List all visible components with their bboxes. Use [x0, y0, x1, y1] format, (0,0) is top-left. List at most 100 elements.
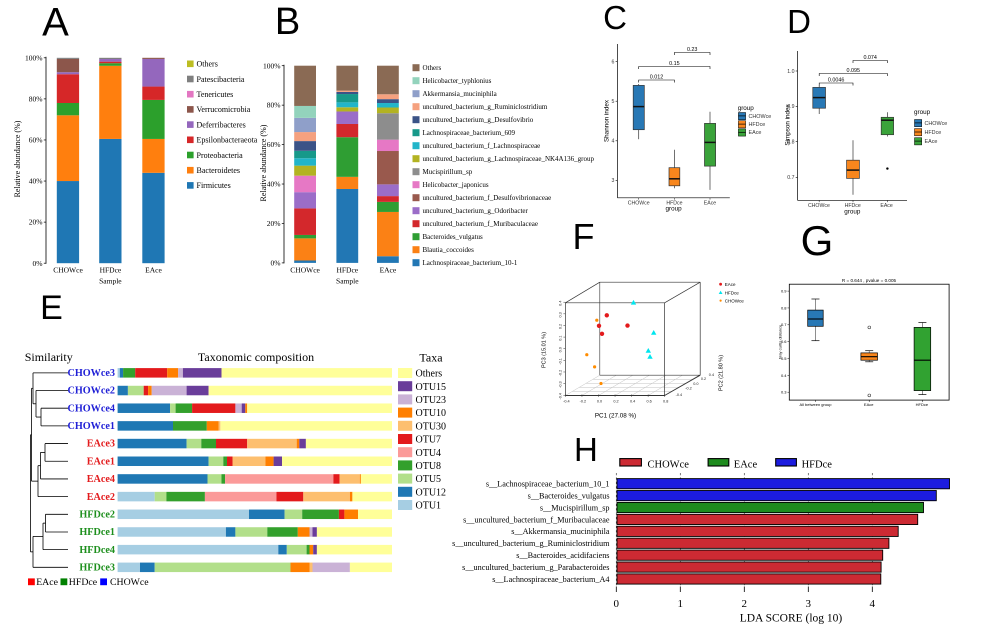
svg-text:CHOWce4: CHOWce4 [67, 403, 115, 414]
svg-text:s__Mucispirillum_sp: s__Mucispirillum_sp [540, 503, 610, 512]
svg-text:Relative abundance (%): Relative abundance (%) [259, 124, 268, 201]
svg-text:Proteobacteria: Proteobacteria [197, 151, 244, 160]
svg-text:0%: 0% [271, 259, 281, 268]
svg-text:EAce4: EAce4 [87, 474, 115, 485]
svg-text:Taxonomic composition: Taxonomic composition [198, 350, 314, 364]
svg-text:60%: 60% [267, 140, 281, 149]
svg-text:PC1 (27.08 %): PC1 (27.08 %) [595, 413, 636, 420]
svg-text:HFDce: HFDce [666, 200, 682, 206]
svg-text:Bacteroides_vulgatus: Bacteroides_vulgatus [423, 233, 484, 241]
svg-text:CHOWce: CHOWce [725, 299, 744, 304]
svg-text:5: 5 [612, 99, 615, 105]
svg-text:uncultured_bacterium_g_Desulfo: uncultured_bacterium_g_Desulfovibrio [423, 116, 534, 124]
svg-text:bray curtis distance: bray curtis distance [778, 324, 783, 359]
svg-text:group: group [844, 209, 861, 216]
svg-text:uncultured_bacterium_f_Desulfo: uncultured_bacterium_f_Desulfovibrionace… [423, 194, 552, 202]
svg-text:OTU7: OTU7 [416, 435, 442, 446]
svg-text:0.1: 0.1 [558, 335, 562, 340]
svg-text:Relative abundance (%): Relative abundance (%) [13, 120, 22, 197]
svg-text:HFDce: HFDce [749, 122, 766, 128]
svg-text:OTU15: OTU15 [416, 382, 447, 393]
svg-text:Sample: Sample [99, 277, 122, 286]
svg-text:0.2: 0.2 [701, 377, 706, 381]
svg-text:uncultured_bacterium_g_Lachnos: uncultured_bacterium_g_Lachnospiraceae_N… [423, 155, 595, 163]
svg-text:-0.4: -0.4 [676, 393, 683, 397]
svg-text:-0.2: -0.2 [580, 399, 587, 403]
svg-text:4: 4 [870, 598, 876, 610]
svg-text:Akkermansia_muciniphila: Akkermansia_muciniphila [423, 90, 498, 98]
svg-text:CHOWce: CHOWce [749, 114, 772, 120]
svg-text:EAce3: EAce3 [87, 439, 115, 450]
svg-text:EAce: EAce [749, 130, 762, 136]
svg-text:HFDce: HFDce [802, 459, 833, 470]
svg-text:0: 0 [614, 598, 620, 610]
svg-text:Deferribacteres: Deferribacteres [197, 120, 246, 129]
svg-text:uncultured_bacterium_g_Odoriba: uncultured_bacterium_g_Odoribacter [423, 207, 529, 215]
svg-text:PC2 (21.80 %): PC2 (21.80 %) [719, 355, 725, 391]
svg-text:CHOWce: CHOWce [808, 203, 830, 209]
svg-text:Simpson index: Simpson index [785, 104, 792, 146]
svg-text:40%: 40% [29, 177, 43, 186]
svg-text:PC3 (15.01 %): PC3 (15.01 %) [542, 332, 548, 368]
svg-text:CHOWce: CHOWce [110, 577, 149, 588]
svg-text:Others: Others [197, 60, 218, 69]
svg-text:G: G [801, 217, 834, 264]
svg-text:group: group [738, 105, 755, 112]
svg-text:F: F [573, 216, 595, 257]
svg-text:0.074: 0.074 [863, 55, 877, 61]
svg-text:OTU10: OTU10 [416, 408, 447, 419]
svg-text:CHOWce: CHOWce [53, 266, 83, 275]
svg-text:EAce: EAce [36, 577, 58, 588]
svg-text:40%: 40% [267, 180, 281, 189]
svg-text:HFDce: HFDce [845, 203, 861, 209]
svg-text:0.0: 0.0 [597, 399, 602, 403]
svg-text:EAce2: EAce2 [87, 492, 115, 503]
svg-text:1: 1 [678, 598, 684, 610]
svg-text:80%: 80% [267, 101, 281, 110]
svg-text:0.7: 0.7 [787, 175, 794, 181]
svg-text:D: D [787, 3, 811, 40]
svg-text:s__Bacteroides_acidifaciens: s__Bacteroides_acidifaciens [516, 551, 609, 560]
svg-text:0.012: 0.012 [650, 75, 664, 81]
svg-text:0.9: 0.9 [781, 289, 787, 294]
svg-text:EAce: EAce [864, 402, 874, 407]
svg-text:0.7: 0.7 [781, 322, 787, 327]
svg-text:HFDce: HFDce [69, 577, 98, 588]
svg-text:Others: Others [423, 64, 442, 72]
svg-text:OTU23: OTU23 [416, 395, 447, 406]
svg-text:OTU5: OTU5 [416, 474, 442, 485]
svg-text:0.095: 0.095 [847, 68, 861, 74]
svg-text:CHOWce2: CHOWce2 [67, 386, 115, 397]
svg-text:1.0: 1.0 [787, 69, 794, 75]
svg-text:CHOWce: CHOWce [628, 200, 650, 206]
svg-text:Lachnospiraceae_bacterium_10-1: Lachnospiraceae_bacterium_10-1 [423, 259, 518, 267]
svg-text:6: 6 [612, 60, 615, 66]
svg-text:-0.4: -0.4 [563, 399, 570, 403]
svg-text:0.3: 0.3 [558, 312, 562, 317]
svg-text:OTU12: OTU12 [416, 487, 447, 498]
svg-text:Helicobacter_typhlonius: Helicobacter_typhlonius [423, 77, 492, 85]
svg-text:0.2: 0.2 [613, 399, 618, 403]
svg-text:-0.3: -0.3 [558, 381, 562, 388]
svg-text:0.4: 0.4 [630, 399, 635, 403]
svg-text:-0.4: -0.4 [558, 393, 562, 400]
svg-text:0.5: 0.5 [781, 356, 787, 361]
svg-text:EAce: EAce [145, 266, 162, 275]
svg-text:Firmicutes: Firmicutes [197, 181, 231, 190]
svg-text:Tenericutes: Tenericutes [197, 90, 234, 99]
svg-text:Epsilonbacteraeota: Epsilonbacteraeota [197, 136, 258, 145]
svg-text:EAce1: EAce1 [87, 456, 115, 467]
svg-text:EAce: EAce [734, 459, 758, 470]
svg-text:OTU8: OTU8 [416, 461, 442, 472]
svg-text:4: 4 [612, 139, 615, 145]
svg-text:HFDce: HFDce [916, 402, 929, 407]
svg-text:OTU1: OTU1 [416, 501, 442, 512]
svg-text:100%: 100% [25, 53, 43, 62]
svg-text:s__uncultured_bacterium_g_Rumi: s__uncultured_bacterium_g_Ruminiclostrid… [452, 539, 610, 548]
svg-text:E: E [40, 289, 63, 327]
svg-text:-0.2: -0.2 [558, 370, 562, 377]
svg-text:HFDce3: HFDce3 [79, 563, 115, 574]
svg-text:0.0: 0.0 [693, 382, 698, 386]
svg-text:EAce: EAce [925, 139, 938, 145]
svg-text:60%: 60% [29, 136, 43, 145]
